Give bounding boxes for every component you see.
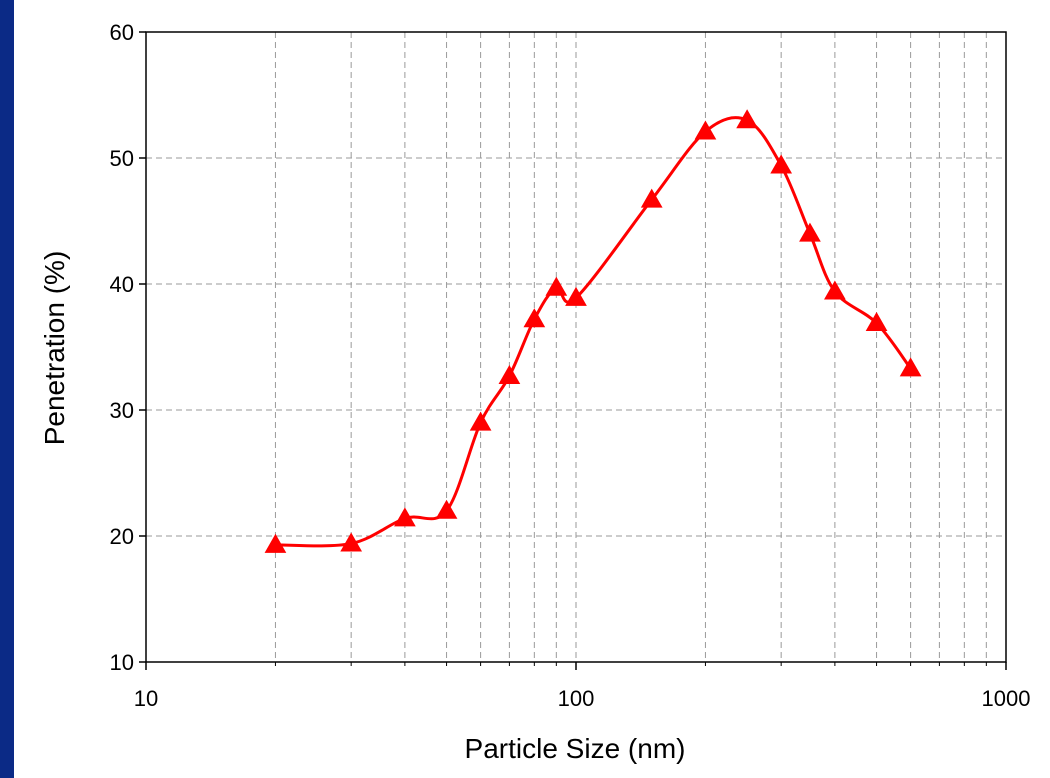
- data-point-marker: [770, 154, 793, 174]
- data-point-marker: [435, 499, 458, 519]
- x-axis-title: Particle Size (nm): [465, 733, 686, 764]
- label-layer: 10 20 30 40 50 60 10 100 1000: [110, 20, 1031, 711]
- axes-layer: [139, 31, 1007, 670]
- chart-frame: 10 20 30 40 50 60 10 100 1000 Particle Size (nm)…: [14, 0, 1050, 778]
- data-point-marker: [865, 312, 888, 332]
- series-line: [275, 116, 912, 548]
- y-tick-label: 20: [110, 524, 134, 549]
- data-point-marker: [545, 276, 568, 296]
- data-point-marker: [523, 308, 546, 328]
- grid-layer: [146, 31, 1006, 662]
- data-point-marker: [694, 120, 717, 140]
- chart-svg: 10 20 30 40 50 60 10 100 1000 Particle Size (nm)…: [39, 20, 1031, 764]
- x-tick-label: 100: [558, 686, 595, 711]
- y-tick-label: 60: [110, 20, 134, 45]
- data-point-marker: [799, 222, 821, 242]
- x-tick-label: 10: [134, 686, 158, 711]
- data-point-marker: [640, 188, 663, 208]
- data-point-marker: [736, 109, 758, 129]
- y-tick-label: 50: [110, 146, 134, 171]
- data-point-marker: [498, 364, 521, 384]
- y-axis-title: Penetration (%): [39, 251, 70, 446]
- y-tick-label: 30: [110, 398, 134, 423]
- data-point-marker: [264, 533, 287, 553]
- data-point-marker: [824, 280, 846, 300]
- data-point-marker: [899, 357, 922, 377]
- data-point-marker: [340, 532, 363, 552]
- data-point-marker: [469, 411, 492, 431]
- series-layer: [264, 109, 922, 553]
- data-point-marker: [565, 286, 587, 306]
- x-tick-label: 1000: [982, 686, 1031, 711]
- y-tick-label: 10: [110, 650, 134, 675]
- data-point-marker: [394, 507, 416, 527]
- y-tick-label: 40: [110, 272, 134, 297]
